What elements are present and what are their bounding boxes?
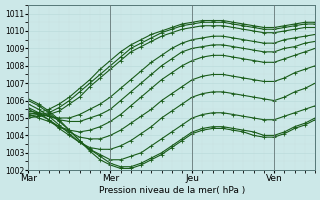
X-axis label: Pression niveau de la mer( hPa ): Pression niveau de la mer( hPa ) bbox=[99, 186, 245, 195]
